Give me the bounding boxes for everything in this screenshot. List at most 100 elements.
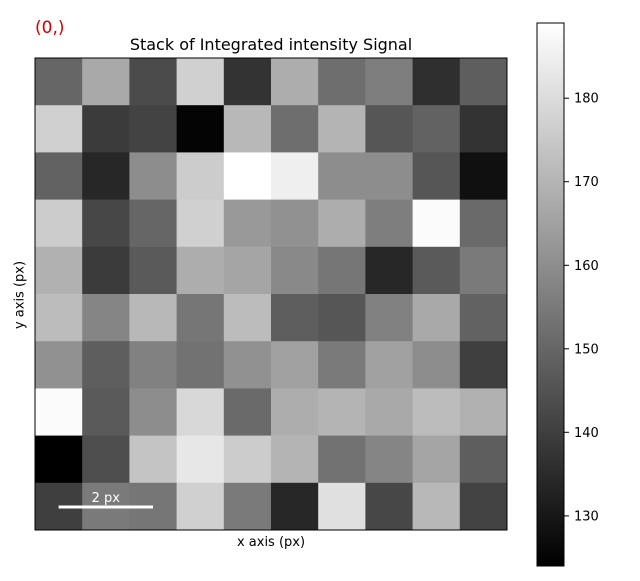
heatmap-cell — [35, 152, 83, 200]
heatmap-cell — [223, 435, 272, 484]
heatmap-cell — [365, 246, 413, 295]
heatmap-cell — [176, 435, 225, 484]
heatmap-cell — [129, 199, 177, 248]
heatmap-cell — [318, 388, 366, 436]
heatmap-cell — [223, 294, 272, 342]
colorbar-tick-label: 140 — [574, 426, 599, 441]
heatmap-cell — [35, 58, 83, 106]
colorbar-tick-label: 170 — [574, 175, 599, 190]
heatmap-cell — [412, 341, 461, 389]
heatmap-cell — [412, 105, 461, 153]
heatmap-cell — [318, 58, 366, 106]
heatmap-cell — [176, 482, 225, 531]
heatmap-cell — [271, 388, 319, 436]
heatmap-cell — [459, 294, 508, 342]
colorbar-ticks: 130 140 150 160 170 180 — [564, 92, 599, 524]
heatmap-cell — [82, 294, 130, 342]
heatmap-cell — [129, 246, 177, 295]
heatmap-cell — [459, 388, 508, 436]
heatmap-cell — [365, 482, 413, 531]
heatmap-cell — [365, 152, 413, 200]
heatmap-cell — [223, 199, 272, 248]
heatmap-cell — [412, 435, 461, 484]
heatmap-cell — [223, 341, 272, 389]
heatmap-cell — [223, 482, 272, 531]
heatmap-cell — [35, 246, 83, 295]
heatmap-cell — [82, 152, 130, 200]
heatmap-cells — [35, 58, 508, 531]
heatmap-cell — [459, 435, 508, 484]
heatmap-cell — [271, 58, 319, 106]
heatmap-cell — [82, 246, 130, 295]
scale-bar: 2 px — [58, 491, 153, 509]
heatmap-cell — [271, 341, 319, 389]
colorbar-tick-label: 150 — [574, 342, 599, 357]
heatmap-cell — [223, 105, 272, 153]
heatmap-cell — [223, 152, 272, 200]
heatmap-cell — [129, 105, 177, 153]
heatmap-cell — [176, 341, 225, 389]
heatmap-cell — [365, 388, 413, 436]
heatmap-cell — [129, 388, 177, 436]
heatmap-cell — [82, 58, 130, 106]
heatmap-cell — [412, 294, 461, 342]
heatmap-cell — [459, 199, 508, 248]
heatmap-cell — [318, 199, 366, 248]
x-axis-label: x axis (px) — [236, 535, 306, 550]
heatmap-cell — [82, 105, 130, 153]
heatmap-cell — [129, 294, 177, 342]
heatmap-cell — [271, 199, 319, 248]
heatmap-cell — [412, 246, 461, 295]
heatmap-cell — [35, 341, 83, 389]
heatmap-cell — [365, 58, 413, 106]
heatmap-cell — [365, 105, 413, 153]
heatmap-cell — [459, 482, 508, 531]
heatmap-cell — [176, 58, 225, 106]
heatmap-cell — [223, 58, 272, 106]
heatmap-cell — [318, 435, 366, 484]
heatmap-cell — [365, 199, 413, 248]
colorbar-tick-label: 130 — [574, 509, 599, 524]
heatmap-cell — [223, 246, 272, 295]
heatmap-cell — [412, 152, 461, 200]
heatmap-cell — [271, 482, 319, 531]
heatmap-cell — [35, 294, 83, 342]
heatmap-cell — [318, 246, 366, 295]
heatmap-cell — [176, 294, 225, 342]
heatmap-cell — [271, 294, 319, 342]
heatmap-cell — [318, 341, 366, 389]
heatmap-cell — [459, 341, 508, 389]
heatmap-cell — [271, 435, 319, 484]
heatmap-cell — [82, 435, 130, 484]
heatmap-cell — [223, 388, 272, 436]
heatmap-cell — [459, 246, 508, 295]
signal-index-label: (0,) — [35, 18, 65, 38]
heatmap-cell — [176, 388, 225, 436]
colorbar-tick-label: 160 — [574, 259, 599, 274]
heatmap-cell — [82, 388, 130, 436]
heatmap-cell — [365, 294, 413, 342]
heatmap-cell — [412, 388, 461, 436]
heatmap-cell — [365, 435, 413, 484]
heatmap-cell — [318, 105, 366, 153]
scale-bar-label: 2 px — [92, 491, 121, 506]
heatmap-cell — [459, 105, 508, 153]
chart-title: Stack of Integrated intensity Signal — [129, 35, 413, 54]
heatmap-cell — [318, 152, 366, 200]
heatmap-cell — [176, 199, 225, 248]
heatmap-cell — [176, 105, 225, 153]
colorbar — [536, 22, 565, 567]
heatmap-cell — [82, 199, 130, 248]
heatmap-cell — [318, 294, 366, 342]
heatmap-cell — [271, 105, 319, 153]
heatmap-cell — [129, 152, 177, 200]
heatmap-cell — [35, 199, 83, 248]
heatmap-cell — [35, 388, 83, 436]
colorbar-tick-label: 180 — [574, 92, 599, 107]
heatmap-cell — [412, 482, 461, 531]
plot-frame — [34, 57, 508, 531]
heatmap-cell — [129, 341, 177, 389]
heatmap-cell — [271, 152, 319, 200]
heatmap-cell — [35, 435, 83, 484]
heatmap-cell — [365, 341, 413, 389]
